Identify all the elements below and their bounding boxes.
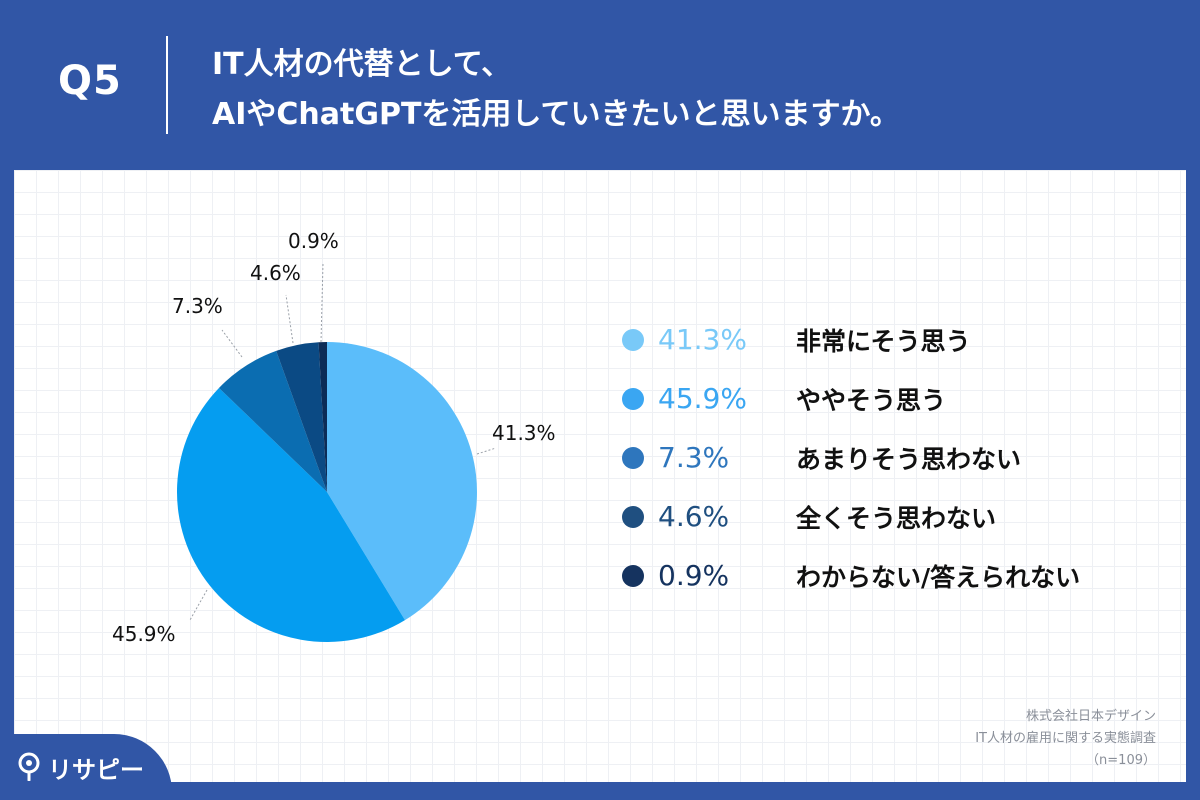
leader-line: [221, 329, 243, 358]
chart-panel: 41.3% 45.9% 7.3% 4.6% 0.9% 41.3% 非常にそう思う 45.…: [14, 170, 1186, 782]
brand-logo: リサピー: [0, 734, 172, 800]
legend-item: 41.3% 非常にそう思う: [622, 310, 1080, 369]
legend-item: 4.6% 全くそう思わない: [622, 487, 1080, 546]
brand-name: リサピー: [48, 756, 144, 784]
question-title-line-2: AIやChatGPTを活用していきたいと思いますか。: [212, 97, 900, 132]
header: Q5 IT人材の代替として、 AIやChatGPTを活用していきたいと思いますか…: [0, 0, 1200, 170]
header-divider: [166, 36, 168, 134]
legend-label: ややそう思う: [796, 385, 947, 415]
slice-data-label: 41.3%: [492, 421, 556, 445]
pie-slice: [177, 387, 405, 642]
location-pin-icon: [18, 752, 40, 781]
legend-label: 非常にそう思う: [796, 326, 971, 356]
pie-slice: [327, 342, 477, 621]
credit-company: 株式会社日本デザイン: [1025, 709, 1156, 724]
legend-label: あまりそう思わない: [796, 444, 1022, 474]
credit-survey: IT人材の雇用に関する実態調査: [975, 731, 1156, 746]
slice-data-label: 0.9%: [288, 229, 339, 253]
legend-item: 45.9% ややそう思う: [622, 369, 1080, 428]
legend-dot: [622, 505, 644, 528]
legend-percent: 0.9%: [658, 559, 730, 592]
pie-chart: 41.3% 45.9% 7.3% 4.6% 0.9%: [112, 229, 556, 646]
legend-dot: [622, 387, 644, 410]
pie-slice: [276, 342, 327, 492]
legend-percent: 4.6%: [658, 500, 730, 533]
slice-data-label: 45.9%: [112, 622, 176, 646]
pie-slice: [218, 350, 327, 492]
question-title-line-1: IT人材の代替として、: [212, 47, 512, 82]
legend-percent: 7.3%: [658, 441, 730, 474]
legend: 41.3% 非常にそう思う 45.9% ややそう思う 7.3% あまりそう思わな…: [622, 310, 1080, 605]
legend-percent: 41.3%: [658, 323, 747, 356]
leader-line: [189, 589, 208, 621]
legend-percent: 45.9%: [658, 382, 747, 415]
credit-sample-size: （n=109）: [1086, 753, 1156, 768]
question-number: Q5: [58, 58, 122, 104]
source-credit: 株式会社日本デザイン IT人材の雇用に関する実態調査 （n=109）: [975, 706, 1156, 772]
leader-line: [476, 447, 497, 455]
legend-dot: [622, 564, 644, 587]
question-title: IT人材の代替として、 AIやChatGPTを活用していきたいと思いますか。: [212, 40, 900, 140]
legend-dot: [622, 328, 644, 351]
legend-item: 7.3% あまりそう思わない: [622, 428, 1080, 487]
leader-line: [285, 294, 294, 344]
slice-data-label: 7.3%: [172, 294, 223, 318]
legend-label: わからない/答えられない: [796, 562, 1081, 592]
legend-dot: [622, 446, 644, 469]
pie-slice: [318, 342, 327, 492]
legend-item: 0.9% わからない/答えられない: [622, 546, 1080, 605]
leader-line: [320, 262, 324, 343]
legend-label: 全くそう思わない: [796, 503, 997, 533]
slice-data-label: 4.6%: [250, 261, 301, 285]
